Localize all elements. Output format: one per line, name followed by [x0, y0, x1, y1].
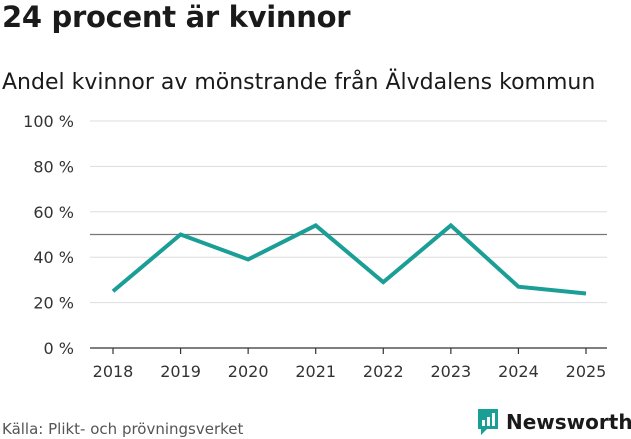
brand-logo: Newsworthy	[476, 408, 631, 436]
y-tick-label: 40 %	[33, 248, 74, 267]
x-tick-label: 2023	[430, 362, 471, 381]
y-tick-label: 60 %	[33, 203, 74, 222]
y-tick-label: 0 %	[44, 339, 74, 358]
x-tick-label: 2024	[498, 362, 539, 381]
chart-title: 24 procent är kvinnor	[2, 0, 351, 34]
chart-subtitle: Andel kvinnor av mönstrande från Älvdale…	[2, 70, 596, 95]
x-tick-label: 2022	[363, 362, 404, 381]
x-tick-label: 2020	[228, 362, 269, 381]
source-note: Källa: Plikt- och prövningsverket	[2, 420, 244, 438]
series-line-andel-kvinnor	[111, 222, 587, 296]
y-tick-label: 80 %	[33, 157, 74, 176]
brand-name: Newsworthy	[506, 410, 631, 434]
newsworthy-logo-icon	[478, 409, 498, 435]
x-tick-label: 2018	[93, 362, 134, 381]
x-tick-label: 2019	[160, 362, 201, 381]
x-tick-label: 2025	[566, 362, 607, 381]
x-tick-label: 2021	[295, 362, 336, 381]
y-tick-label: 100 %	[23, 112, 74, 131]
y-tick-label: 20 %	[33, 294, 74, 313]
